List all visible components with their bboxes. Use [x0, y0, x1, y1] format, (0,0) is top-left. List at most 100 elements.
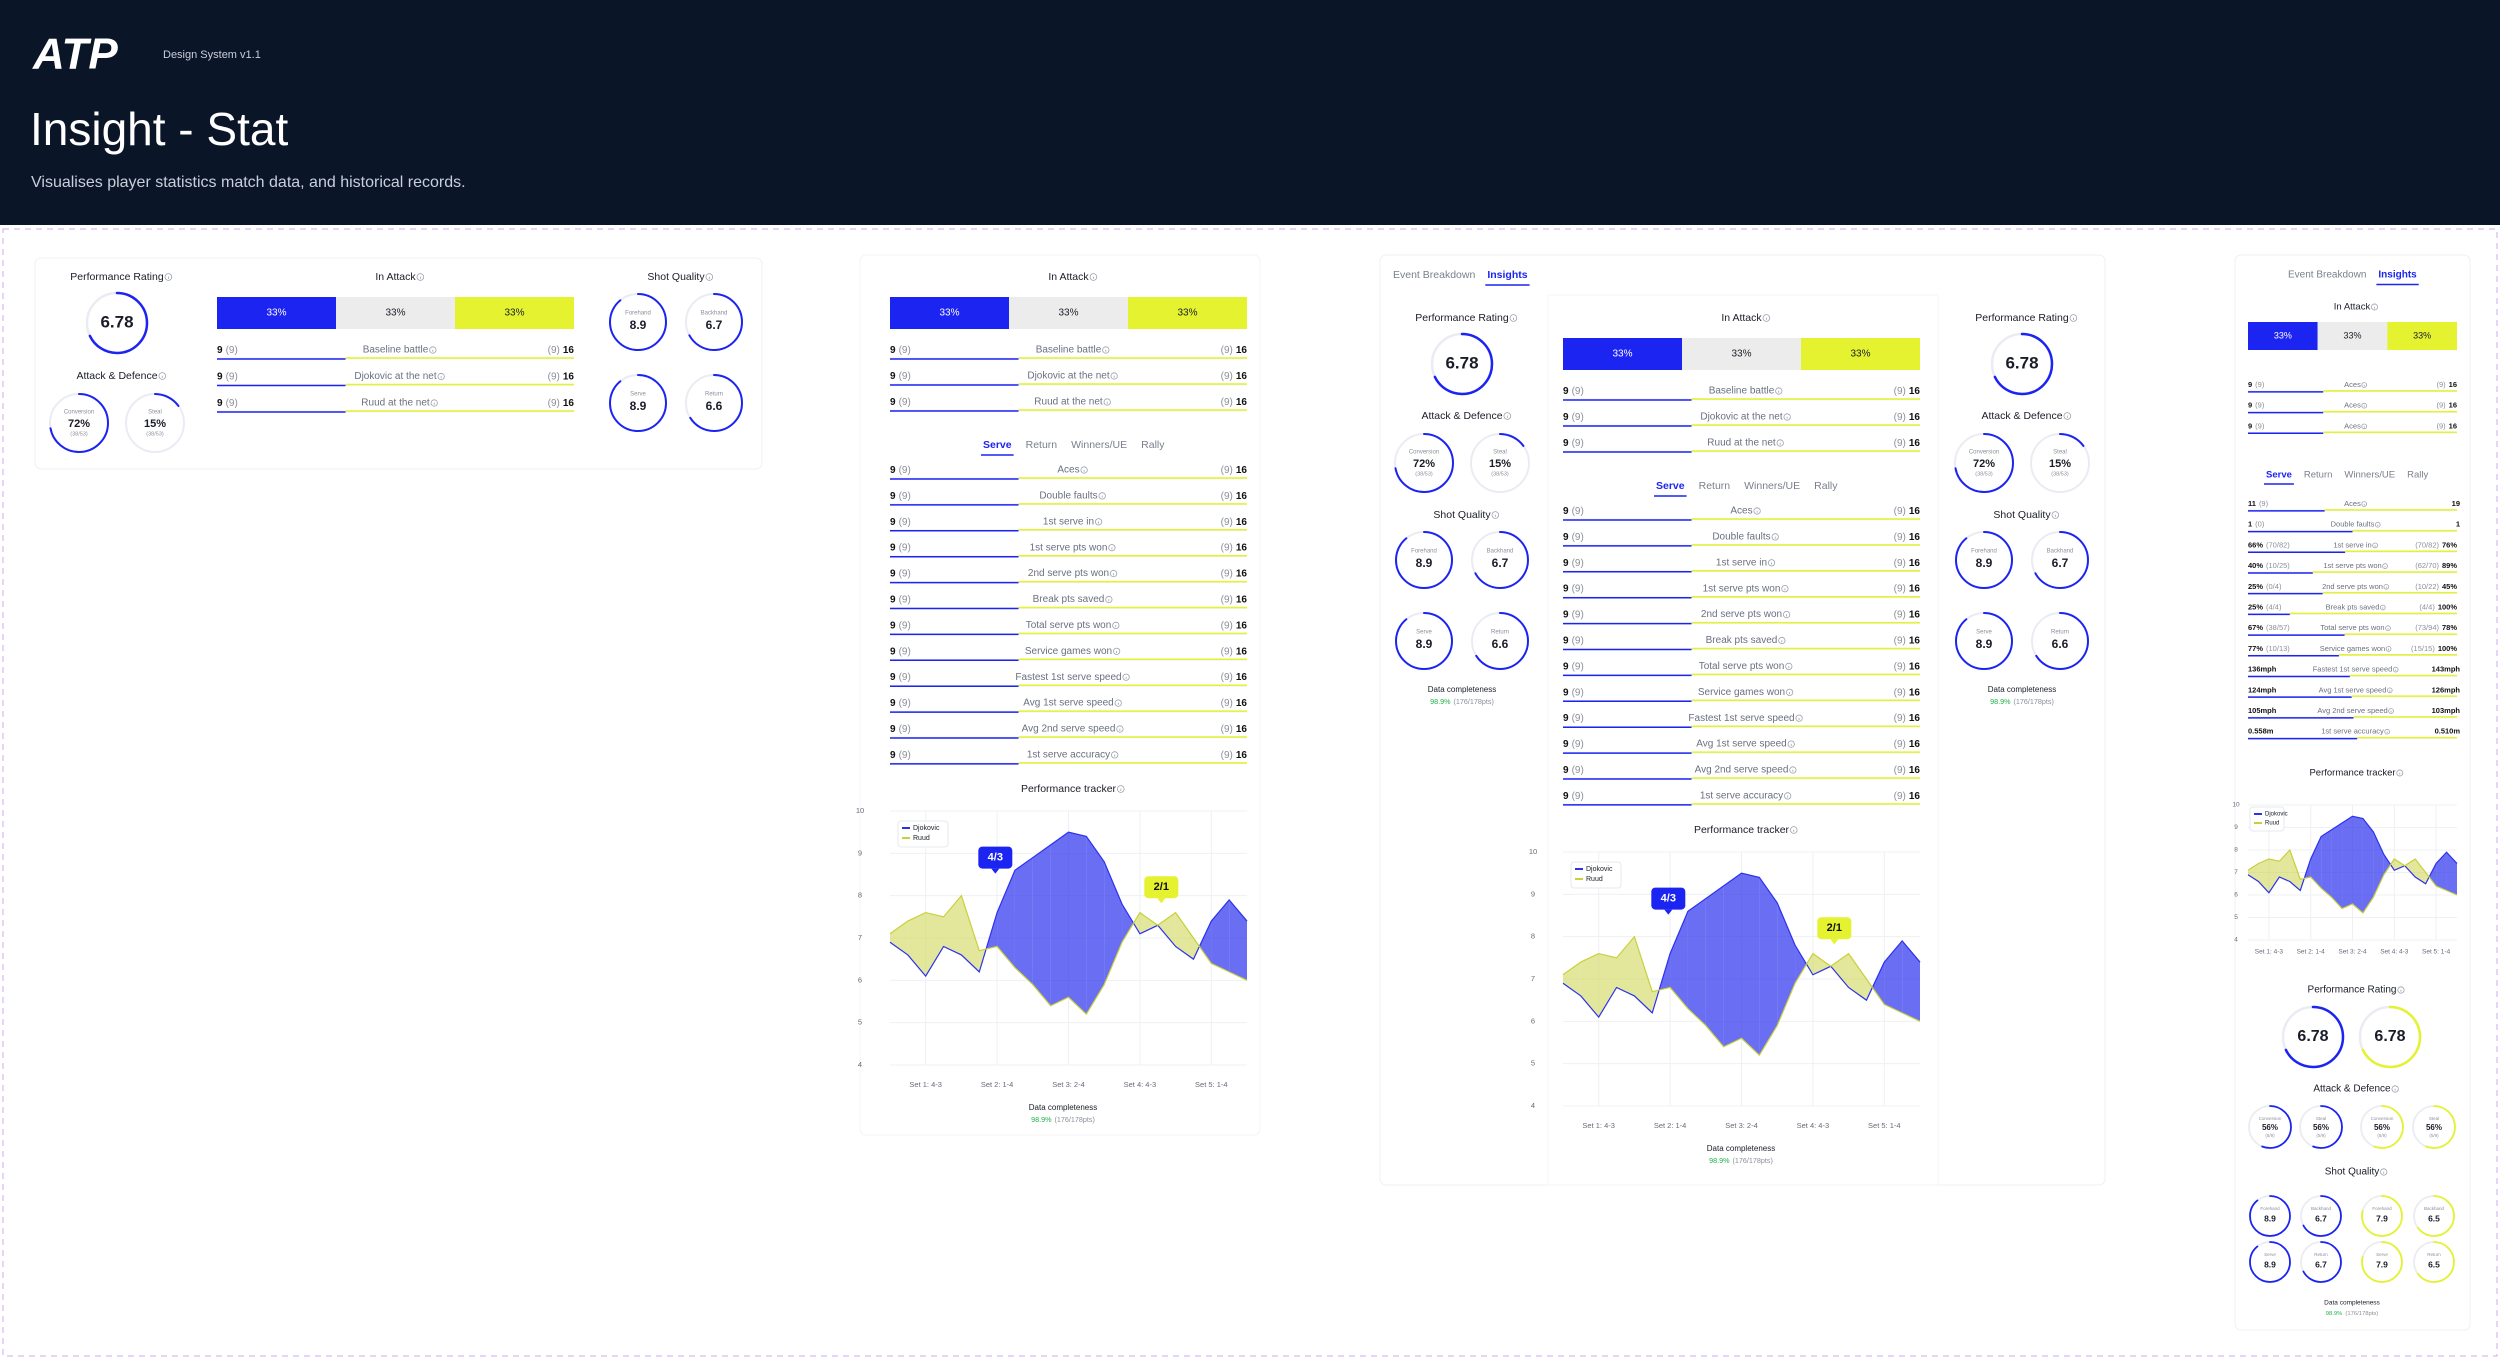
- stat-value: 8.9: [1416, 637, 1433, 651]
- label: Backhand: [1487, 549, 1514, 555]
- tab[interactable]: Insights: [2378, 270, 2417, 281]
- label: Conversion: [1409, 450, 1439, 456]
- tab[interactable]: Return: [1026, 439, 1058, 451]
- stat-value: 8.9: [2264, 1213, 2276, 1223]
- attack-segment: [336, 297, 455, 329]
- tab[interactable]: Winners/UE: [2344, 470, 2395, 481]
- x-tick-label: Set 4: 4-3: [1797, 1121, 1830, 1130]
- stat-right: (15/15) 100%: [2411, 644, 2457, 653]
- stat-value: 6.6: [1492, 637, 1509, 651]
- area-fill: [1014, 857, 1033, 985]
- attack-segment: [2248, 322, 2318, 350]
- stat-right-detail: (15/15): [2411, 644, 2435, 653]
- tab[interactable]: Serve: [1656, 480, 1685, 492]
- area-fill: [1157, 912, 1176, 947]
- y-tick-label: 5: [858, 1018, 862, 1027]
- label: Performance Rating: [2308, 985, 2397, 996]
- info-icon: [1105, 595, 1113, 604]
- stat-value: 72%: [68, 418, 90, 430]
- info-icon: [437, 372, 445, 381]
- tab[interactable]: Return: [1699, 480, 1731, 492]
- area-fill: [1032, 844, 1051, 1006]
- stat-right: (9) 16: [1221, 750, 1248, 761]
- attack-segment: [1128, 297, 1247, 329]
- stat-value: 15%: [144, 418, 166, 430]
- ring-arc: [1430, 332, 1494, 396]
- tab[interactable]: Insights: [1487, 269, 1527, 281]
- stat-left: 9 (9): [1563, 438, 1584, 449]
- area-fill: [2321, 829, 2332, 898]
- area-fill: [1884, 940, 1903, 1013]
- stat-right-value: 76%: [2442, 540, 2457, 549]
- area-fill: [2436, 852, 2447, 891]
- tab[interactable]: Rally: [1814, 480, 1838, 492]
- tab[interactable]: Event Breakdown: [1393, 269, 1475, 281]
- stat-left: 9 (9): [890, 594, 911, 605]
- stat-left-value: 1: [2248, 520, 2252, 529]
- stat-name: 1st serve in: [2333, 540, 2371, 549]
- stat-right-value: 16: [1236, 672, 1248, 683]
- stat-name: Double faults: [2331, 520, 2375, 529]
- area-fill: [1848, 953, 1867, 1001]
- area-fill: [1139, 912, 1158, 934]
- tab[interactable]: Rally: [2407, 470, 2428, 481]
- stat-left-detail: (9): [1572, 791, 1584, 802]
- area-fill: [1795, 945, 1807, 984]
- label: Steal: [2053, 450, 2067, 456]
- stat-right-value: 16: [1236, 646, 1248, 657]
- area-fill: [1866, 979, 1873, 1001]
- stat-left-value: 0.558m: [2248, 727, 2274, 736]
- tab[interactable]: Event Breakdown: [2288, 270, 2366, 281]
- tab[interactable]: Return: [2304, 470, 2333, 481]
- stat-right-value: 143mph: [2432, 665, 2461, 674]
- stat-right-detail: (9): [548, 371, 560, 382]
- ring-arc: [2358, 1005, 2422, 1069]
- stat-left-value: 9: [217, 398, 223, 409]
- stat-left-value: 9: [890, 620, 896, 631]
- info-icon: [2361, 501, 2368, 507]
- tab[interactable]: Serve: [2266, 470, 2292, 481]
- info-icon: [1762, 314, 1771, 322]
- stat-right-value: 16: [1236, 620, 1248, 631]
- info-icon: [416, 273, 425, 281]
- stat-left: 136mph: [2248, 665, 2277, 674]
- stat-left-value: 9: [890, 371, 896, 382]
- label: Conversion: [1969, 450, 1999, 456]
- tab[interactable]: Winners/UE: [1744, 480, 1800, 492]
- stat-left-detail: (9): [1572, 635, 1584, 646]
- label: Steal: [148, 410, 162, 416]
- info-icon: [1753, 507, 1761, 515]
- label: Return: [1491, 630, 1509, 636]
- stat-right-value: 16: [1909, 532, 1921, 543]
- stat-left-value: 25%: [2248, 582, 2263, 591]
- stat-right-detail: (73/94): [2415, 623, 2439, 632]
- info-icon: [1771, 533, 1779, 541]
- completeness-line: 98.9% (176/178pts): [1031, 1115, 1095, 1124]
- annotation: 4/3: [988, 851, 1003, 863]
- tab[interactable]: Winners/UE: [1071, 439, 1127, 451]
- area-fill: [2446, 852, 2457, 895]
- ring-arc: [2413, 1241, 2455, 1283]
- stat-left-detail: (9): [2255, 421, 2265, 430]
- stat-right-detail: (9): [1894, 557, 1906, 568]
- area-fill: [1723, 873, 1742, 1047]
- info-icon: [1094, 518, 1103, 526]
- area-fill: [2390, 859, 2395, 871]
- stat-left-value: 9: [890, 724, 896, 735]
- tab[interactable]: Serve: [983, 439, 1012, 451]
- area-fill: [1229, 899, 1247, 981]
- stat-right-value: 16: [1236, 516, 1248, 527]
- stat-value: 6.5: [2428, 1259, 2440, 1269]
- info-icon: [1776, 439, 1784, 447]
- stat-left-value: 124mph: [2248, 685, 2277, 694]
- info-icon: [1795, 714, 1803, 722]
- tab[interactable]: Rally: [1141, 439, 1165, 451]
- x-tick-label: Set 3: 2-4: [1052, 1080, 1085, 1089]
- stat-right: (9) 16: [1221, 371, 1248, 382]
- area-fill: [2279, 850, 2290, 882]
- info-icon: [2361, 423, 2368, 430]
- annotation: 2/1: [1827, 922, 1842, 934]
- stat-value: 56%: [2313, 1123, 2329, 1132]
- label: (38/53): [2051, 471, 2069, 477]
